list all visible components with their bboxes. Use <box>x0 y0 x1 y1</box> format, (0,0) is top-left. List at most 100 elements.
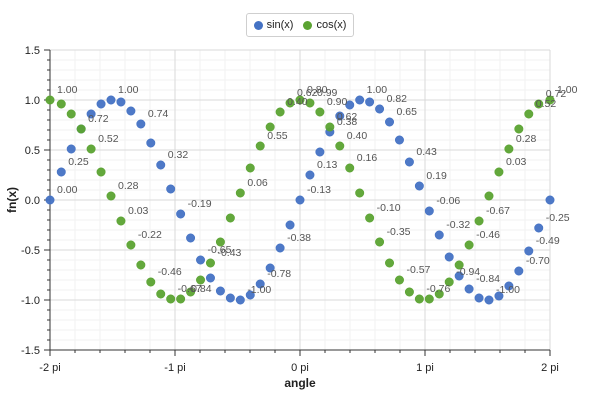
data-label: 0.28 <box>118 180 139 192</box>
cos-point <box>514 124 524 134</box>
sin-point <box>96 99 106 109</box>
sin-point <box>205 273 215 283</box>
cos-point <box>205 258 215 268</box>
sin-point <box>394 135 404 145</box>
sin-point <box>106 95 116 105</box>
sin-point <box>545 195 555 205</box>
sin-point <box>514 266 524 276</box>
legend-marker-cos <box>303 20 313 30</box>
cos-point <box>196 275 206 285</box>
sin-point <box>474 293 484 303</box>
data-label: 0.90 <box>327 96 348 108</box>
data-label: -0.06 <box>436 195 460 207</box>
legend: sin(x) cos(x) <box>246 13 354 37</box>
data-label: 0.28 <box>516 133 537 145</box>
data-label: 0.03 <box>128 205 149 217</box>
sin-point <box>235 295 245 305</box>
data-label: -0.84 <box>188 283 212 295</box>
data-label: -0.46 <box>158 266 182 278</box>
sin-point <box>375 104 385 114</box>
cos-point <box>166 294 176 304</box>
data-label: 0.80 <box>307 84 328 96</box>
data-label: -0.10 <box>377 202 401 214</box>
y-tick-label: 0.0 <box>25 195 40 207</box>
data-label: -0.13 <box>307 184 331 196</box>
data-label: -0.25 <box>546 212 570 224</box>
cos-point <box>265 122 275 132</box>
data-label: 0.65 <box>397 106 418 118</box>
cos-point <box>474 216 484 226</box>
cos-point <box>295 95 305 105</box>
sin-point <box>295 195 305 205</box>
cos-point <box>325 122 335 132</box>
sin-point <box>355 95 365 105</box>
sin-point <box>245 290 255 300</box>
data-label: -0.49 <box>536 235 560 247</box>
sin-point <box>454 271 464 281</box>
y-tick-label: -1.0 <box>21 295 40 307</box>
y-tick-label: 1.5 <box>25 45 40 57</box>
cos-point <box>285 98 295 108</box>
data-label: -0.43 <box>217 247 241 259</box>
sin-point <box>45 195 55 205</box>
cos-point <box>434 289 444 299</box>
sin-point <box>414 181 424 191</box>
data-label: -0.67 <box>486 205 510 217</box>
data-label: 0.13 <box>317 159 338 171</box>
sin-point <box>285 220 295 230</box>
cos-point <box>126 240 136 250</box>
series-sin <box>45 95 555 305</box>
data-label: 0.16 <box>357 152 378 164</box>
x-tick-label: 2 pi <box>541 362 559 374</box>
sin-point <box>225 293 235 303</box>
cos-point <box>394 275 404 285</box>
cos-point <box>404 287 414 297</box>
cos-point <box>464 240 474 250</box>
cos-point <box>235 188 245 198</box>
sin-point <box>315 147 325 157</box>
grid <box>49 49 551 351</box>
data-label: 0.38 <box>337 116 358 128</box>
sin-point <box>434 230 444 240</box>
sin-point <box>196 255 206 265</box>
cos-point <box>385 258 395 268</box>
cos-point <box>444 277 454 287</box>
sin-point <box>534 223 544 233</box>
data-label: -0.57 <box>406 264 430 276</box>
sin-point <box>166 184 176 194</box>
data-labels: 0.000.250.721.000.740.32-0.19-0.65-1.00-… <box>57 84 578 296</box>
cos-point <box>136 260 146 270</box>
sin-point <box>156 160 166 170</box>
data-label: -0.76 <box>426 283 450 295</box>
sin-point <box>404 157 414 167</box>
y-tick-label: -1.5 <box>21 345 40 357</box>
cos-point <box>215 237 225 247</box>
sin-point <box>365 97 375 107</box>
cos-point <box>484 191 494 201</box>
data-label: -0.84 <box>476 273 500 285</box>
data-label: 0.32 <box>168 149 189 161</box>
sin-point <box>176 209 186 219</box>
sin-point <box>146 138 156 148</box>
cos-point <box>146 277 156 287</box>
legend-item-sin[interactable]: sin(x) <box>253 19 293 31</box>
x-tick-label: 1 pi <box>416 362 434 374</box>
data-label: -0.78 <box>267 268 291 280</box>
cos-point <box>365 213 375 223</box>
sin-point <box>126 106 136 116</box>
data-label: -0.32 <box>446 219 470 231</box>
cos-point <box>414 294 424 304</box>
series-cos <box>45 95 555 304</box>
data-label: 0.72 <box>88 113 109 125</box>
y-axis-title: fn(x) <box>5 187 19 213</box>
data-label: 1.00 <box>57 84 78 96</box>
sin-point <box>524 246 534 256</box>
data-label: -1.00 <box>496 284 520 296</box>
cos-point <box>335 141 345 151</box>
sin-point <box>335 111 345 121</box>
legend-label-cos: cos(x) <box>316 19 347 31</box>
legend-item-cos[interactable]: cos(x) <box>303 19 346 31</box>
data-label: -0.67 <box>178 283 202 295</box>
